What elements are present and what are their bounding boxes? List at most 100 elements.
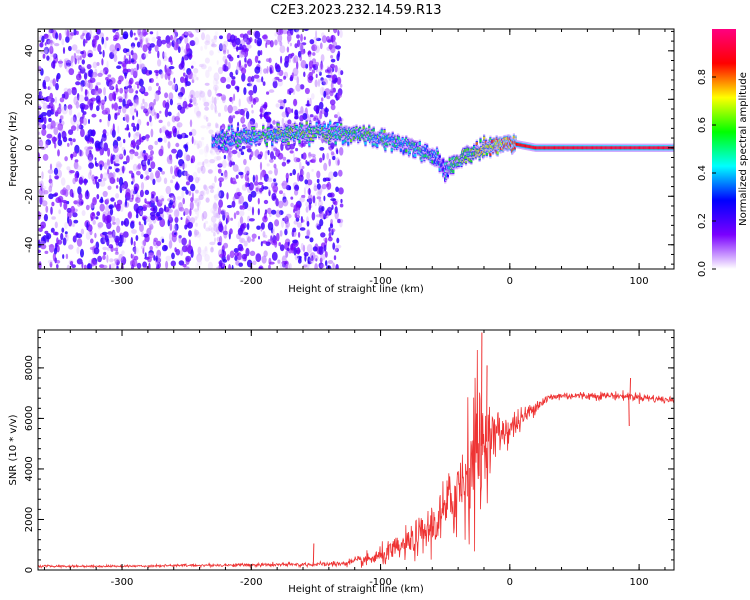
spectrogram-noise-speck: [246, 83, 252, 87]
spectrogram-noise-speck: [109, 258, 114, 263]
spectrogram-noise-speck: [297, 246, 300, 255]
spectrogram-noise-speck: [66, 166, 71, 171]
spectrogram-noise-speck: [281, 261, 288, 265]
spectrogram-noise-speck: [336, 149, 339, 155]
spectrogram-ridge-cell: [418, 142, 421, 145]
spectrogram-noise-speck: [217, 187, 220, 194]
spectrogram-noise-speck: [102, 177, 107, 182]
spectrogram-noise-speck: [339, 70, 344, 76]
spectrogram-noise-speck: [172, 224, 177, 234]
spectrogram-noise-speck: [244, 57, 247, 63]
spectrogram-noise-speck: [190, 128, 197, 137]
spectrogram-noise-speck: [223, 230, 228, 239]
spectrogram-noise-speck: [179, 249, 184, 256]
spectrogram-noise-speck: [312, 117, 317, 121]
spectrogram-noise-speck: [210, 246, 214, 250]
spectrogram-ridge-cell: [468, 158, 471, 162]
spectrogram-noise-speck: [150, 128, 154, 138]
spectrogram-noise-speck: [138, 133, 142, 142]
spectrogram-noise-speck: [144, 37, 150, 43]
spectrogram-noise-speck: [210, 227, 215, 233]
spectrogram-noise-speck: [213, 72, 220, 82]
spectrogram-noise-speck: [135, 97, 139, 105]
spectrogram-noise-speck: [52, 53, 57, 59]
spectrogram-noise-speck: [145, 175, 150, 181]
spectrogram-noise-speck: [251, 238, 255, 242]
spectrogram-noise-speck: [95, 148, 100, 152]
spectrogram-noise-speck: [300, 33, 303, 42]
spectrogram-noise-speck: [237, 151, 241, 158]
spectrogram-noise-speck: [58, 103, 63, 113]
spectrogram-noise-speck: [143, 91, 149, 97]
spectrogram-noise-speck: [165, 130, 170, 137]
spectrogram-noise-speck: [182, 197, 185, 205]
spectrogram-noise-speck: [42, 102, 49, 110]
spectrogram-noise-speck: [46, 55, 50, 61]
spectrogram-noise-speck: [142, 98, 145, 104]
spectrogram-noise-speck: [132, 125, 137, 132]
spectrogram-ridge-cell: [386, 142, 389, 146]
spectrogram-noise-speck: [62, 254, 65, 259]
spectrogram-noise-speck: [319, 42, 323, 50]
spectrogram-noise-speck: [306, 229, 310, 237]
spectrogram-noise-speck: [48, 117, 52, 123]
spectrogram-noise-speck: [48, 102, 54, 109]
spectrogram-noise-speck: [111, 49, 118, 55]
spectrogram-noise-speck: [319, 218, 324, 227]
spectrogram-noise-speck: [44, 49, 48, 57]
spectrogram-noise-speck: [291, 230, 297, 237]
spectrogram-ridge-cell: [464, 160, 468, 164]
spectrogram-noise-speck: [188, 175, 194, 183]
spectrogram-noise-speck: [48, 29, 51, 36]
spectrogram-ridge-cell: [229, 142, 232, 146]
spectrogram-noise-speck: [161, 238, 165, 243]
spectrogram-noise-speck: [81, 210, 86, 216]
spectrogram-noise-speck: [213, 84, 219, 91]
spectrogram-noise-speck: [191, 136, 194, 145]
spectrogram-noise-speck: [64, 231, 68, 235]
spectrogram-ridge-cell: [250, 137, 253, 141]
spectrogram-noise-speck: [53, 167, 59, 175]
spectrogram-noise-speck: [65, 233, 68, 238]
spectrogram-noise-speck: [203, 101, 210, 107]
spectrogram-noise-speck: [240, 151, 245, 156]
spectrogram-noise-speck: [101, 36, 105, 45]
spectrogram-ridge-cell: [467, 148, 470, 152]
spectrogram-ridge-cell: [336, 123, 339, 126]
spectrogram-noise-speck: [148, 86, 152, 91]
spectrogram-noise-speck: [113, 37, 118, 42]
spectrogram-ridge-cell: [322, 129, 325, 133]
spectrogram-noise-speck: [204, 158, 209, 164]
spectrogram-noise-speck: [290, 202, 294, 208]
spectrogram-noise-speck: [108, 79, 113, 86]
spectrogram-noise-speck: [279, 230, 283, 237]
spectrogram-noise-speck: [293, 156, 299, 163]
spectrogram-noise-speck: [299, 227, 306, 231]
spectrogram-noise-speck: [210, 103, 214, 111]
spectrogram-noise-speck: [80, 51, 84, 55]
spectrogram-noise-speck: [320, 77, 324, 82]
spectrogram-noise-speck: [330, 142, 335, 150]
spectrogram-noise-speck: [115, 217, 120, 226]
spectrogram-noise-speck: [308, 53, 312, 61]
spectrogram-noise-speck: [66, 29, 70, 38]
spectrogram-noise-speck: [153, 92, 158, 97]
spectrogram-noise-speck: [150, 214, 156, 221]
spectrogram-noise-speck: [235, 69, 239, 75]
spectrogram-noise-speck: [316, 220, 320, 226]
spectrogram-noise-speck: [203, 247, 209, 255]
spectrogram-noise-speck: [59, 97, 65, 103]
spectrogram-noise-speck: [205, 197, 210, 203]
spectrogram-noise-speck: [129, 106, 135, 116]
spectrogram-noise-speck: [274, 219, 280, 227]
spectrogram-noise-speck: [181, 132, 185, 138]
spectrogram-noise-speck: [59, 118, 62, 124]
spectrogram-noise-speck: [223, 50, 227, 55]
spectrogram-noise-speck: [131, 194, 134, 200]
spectrogram-noise-speck: [317, 78, 321, 87]
spectrogram-noise-speck: [105, 76, 110, 81]
spectrogram-noise-speck: [272, 80, 278, 89]
spectrogram-noise-speck: [176, 196, 182, 201]
spectrogram-noise-speck: [140, 102, 144, 111]
spectrogram-noise-speck: [242, 33, 249, 43]
